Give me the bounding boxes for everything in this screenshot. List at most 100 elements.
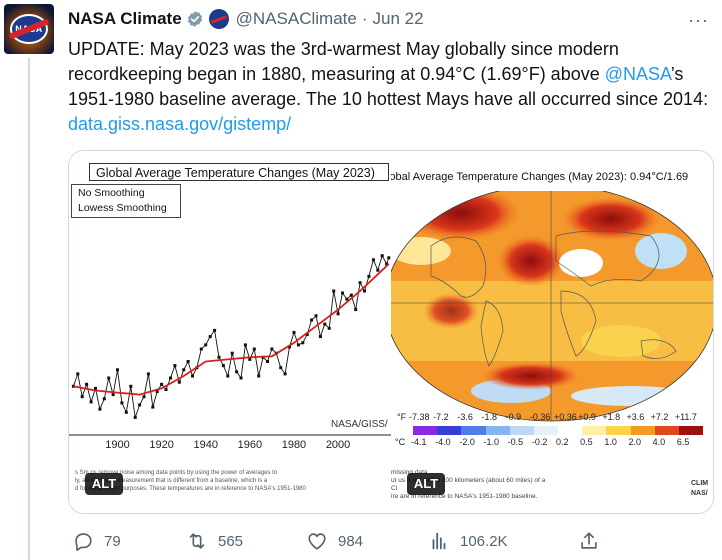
series-line-lowess-smoothing xyxy=(73,263,390,396)
temperature-anomaly-map xyxy=(391,191,713,422)
data-point xyxy=(221,364,225,368)
data-point xyxy=(138,403,142,407)
fahrenheit-tick: +0.9 xyxy=(578,412,596,422)
data-point xyxy=(257,374,261,378)
chart-footnote-line: s Sm ps remove noise among data points b… xyxy=(75,470,278,476)
data-point xyxy=(371,258,375,262)
mention-link[interactable]: @NASA xyxy=(604,64,671,84)
gistemp-link[interactable]: data.giss.nasa.gov/gistemp/ xyxy=(68,114,292,134)
alt-badge-map[interactable]: ALT xyxy=(407,473,445,495)
celsius-tick: -2.0 xyxy=(459,437,475,447)
data-point xyxy=(283,372,287,376)
more-options-icon[interactable]: ··· xyxy=(688,10,709,30)
share-button[interactable] xyxy=(578,526,610,556)
data-point xyxy=(266,360,269,363)
data-point xyxy=(129,384,133,388)
data-point xyxy=(133,415,137,419)
share-icon xyxy=(581,532,597,549)
x-tick-label: 1920 xyxy=(149,439,173,451)
fahrenheit-tick: -0.9 xyxy=(505,412,522,422)
data-point xyxy=(239,376,243,380)
data-point xyxy=(199,347,203,351)
map-corner-line: CLIM xyxy=(691,480,709,487)
data-point xyxy=(124,410,128,414)
celsius-tick: -0.2 xyxy=(531,437,548,447)
like-count: 984 xyxy=(338,532,364,550)
author-name[interactable]: NASA Climate xyxy=(68,9,182,28)
data-point xyxy=(301,341,305,345)
data-point xyxy=(327,326,331,330)
data-point xyxy=(318,335,322,339)
fahrenheit-tick: -3.6 xyxy=(457,412,473,422)
reply-icon xyxy=(75,533,92,551)
fahrenheit-tick: -7.2 xyxy=(433,412,449,422)
celsius-tick: 1.0 xyxy=(604,437,617,447)
data-point xyxy=(80,395,84,399)
celsius-tick: 0.5 xyxy=(580,437,593,447)
celsius-tick: 0.2 xyxy=(556,437,569,447)
media-image-chart[interactable]: Global Average Temperature Changes (May … xyxy=(69,151,391,513)
data-point xyxy=(279,366,283,370)
fahrenheit-unit: °F xyxy=(397,412,407,422)
tweet-actions: 79 565 984 106.2K xyxy=(68,526,708,556)
data-point xyxy=(94,386,97,390)
data-point xyxy=(323,322,327,326)
data-point xyxy=(177,380,181,384)
data-point xyxy=(358,281,362,285)
data-point xyxy=(349,293,353,297)
data-point xyxy=(85,382,89,386)
celsius-scale: °C -4.1 -4.0 -2.0 -1.0 -0.5 -0.2 0.2 0.5 1.0 2.0 4… xyxy=(391,437,713,449)
avatar[interactable]: NASA xyxy=(4,4,54,54)
tweet-date[interactable]: Jun 22 xyxy=(372,9,424,28)
legend-no-smoothing: No Smoothing xyxy=(78,187,145,199)
data-point xyxy=(363,289,366,293)
data-point xyxy=(98,407,102,411)
verified-badge-icon xyxy=(187,11,202,27)
data-point xyxy=(226,374,230,378)
data-point xyxy=(387,256,391,260)
views-button[interactable]: 106.2K xyxy=(428,526,508,556)
data-point xyxy=(376,268,380,272)
colorbar-swatch xyxy=(413,426,438,435)
affiliate-nasa-icon[interactable] xyxy=(208,9,229,29)
map-title: lobal Average Temperature Changes (May 2… xyxy=(391,171,689,183)
colorbar-swatch xyxy=(558,426,583,435)
retweet-icon xyxy=(189,533,205,549)
celsius-unit: °C xyxy=(395,437,406,447)
data-point xyxy=(111,393,115,397)
data-point xyxy=(230,351,234,355)
data-point xyxy=(314,314,318,318)
chart-footnote: s Sm ps remove noise among data points b… xyxy=(75,469,375,493)
retweet-button[interactable]: 565 xyxy=(186,526,243,556)
media-image-map[interactable]: lobal Average Temperature Changes (May 2… xyxy=(391,151,713,513)
chart-legend: No Smoothing Lowess Smoothing xyxy=(71,184,181,218)
data-point xyxy=(354,308,358,312)
celsius-tick: -1.0 xyxy=(483,437,500,447)
data-point xyxy=(186,360,190,363)
fahrenheit-tick: -0.36 xyxy=(529,412,551,422)
data-point xyxy=(191,374,194,378)
data-point xyxy=(217,355,221,359)
data-point xyxy=(243,343,247,347)
colorbar-swatch xyxy=(582,426,607,435)
reply-count: 79 xyxy=(104,532,121,550)
x-tick-label: 2000 xyxy=(326,439,350,451)
author-handle[interactable]: @NASAClimate xyxy=(235,9,357,28)
map-footnote-line: ire are in reference to NASA's 1951-1980… xyxy=(391,493,538,500)
reply-button[interactable]: 79 xyxy=(72,526,121,556)
colorbar-swatch xyxy=(606,426,631,435)
like-button[interactable]: 984 xyxy=(306,526,363,556)
colorbar-swatch xyxy=(678,426,704,435)
alt-badge-chart[interactable]: ALT xyxy=(85,473,123,495)
data-point xyxy=(252,347,256,351)
data-point xyxy=(89,400,93,404)
x-tick-label: 1940 xyxy=(193,439,217,451)
fahrenheit-scale: °F -7.38 -7.2 -3.6 -1.8 -0.9 -0.36 +0.36 +0.9 +1… xyxy=(391,412,713,424)
map-footnote-line: missing data xyxy=(391,469,428,476)
temperature-timeseries-chart: 1900 1920 1940 1960 1980 2000 NASA/GISS/ xyxy=(69,254,391,451)
color-scale-bar xyxy=(413,426,704,435)
chart-footnote-line: ly, an efers to a measurement that is di… xyxy=(75,478,268,484)
data-point xyxy=(332,289,336,293)
data-point xyxy=(120,401,124,405)
data-point xyxy=(173,364,177,368)
